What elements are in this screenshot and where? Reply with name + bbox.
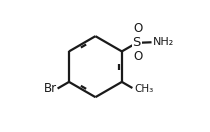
Text: O: O [133, 22, 142, 35]
Text: S: S [133, 36, 141, 49]
Text: CH₃: CH₃ [134, 84, 153, 93]
Text: NH₂: NH₂ [152, 37, 174, 47]
Text: O: O [133, 50, 142, 63]
Text: Br: Br [44, 82, 57, 95]
